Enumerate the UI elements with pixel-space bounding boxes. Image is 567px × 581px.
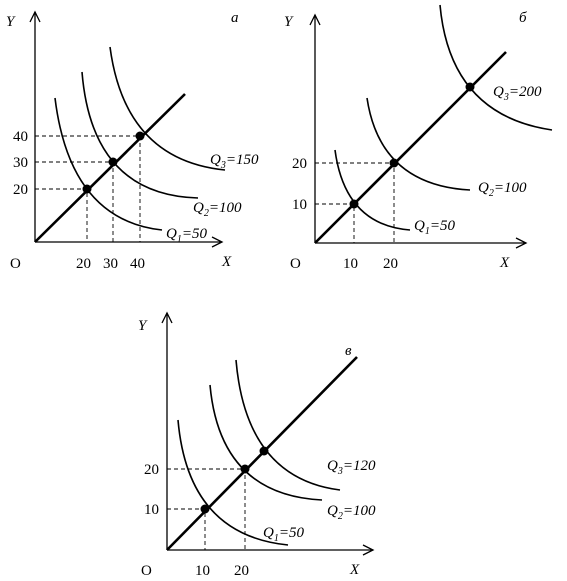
origin-label: O xyxy=(10,256,21,272)
x-tick-label: 20 xyxy=(76,256,91,272)
isoquant-q3 xyxy=(439,4,553,131)
isoquant-q3 xyxy=(109,46,226,171)
equilibrium-point xyxy=(240,464,250,474)
panel-c: в Y X O 10 20 10 20 Q1=50 Q2=100 Q3=120 xyxy=(138,311,376,579)
y-tick-label: 30 xyxy=(13,155,28,171)
equilibrium-point xyxy=(349,199,359,209)
y-axis-label: Y xyxy=(138,318,148,334)
y-axis-arrow xyxy=(309,13,321,26)
equilibrium-point xyxy=(200,504,210,514)
panel-a: а Y X O 20 30 40 20 30 40 Q1=50 Q2=100 Q… xyxy=(6,10,259,272)
panel-letter: в xyxy=(345,343,352,359)
y-tick-label: 10 xyxy=(292,197,307,213)
x-axis-label: X xyxy=(349,562,360,578)
y-tick-label: 20 xyxy=(13,182,28,198)
isoquant-label: Q3=200 xyxy=(493,84,542,103)
x-axis-label: X xyxy=(499,255,510,271)
y-axis-label: Y xyxy=(284,14,294,30)
y-tick-label: 10 xyxy=(144,502,159,518)
x-tick-label: 30 xyxy=(103,256,118,272)
x-tick-label: 40 xyxy=(130,256,145,272)
y-axis-arrow xyxy=(161,311,173,324)
y-axis-arrow xyxy=(29,10,41,23)
panel-b: б Y X O 10 20 10 20 Q1=50 Q2=100 Q3=200 xyxy=(284,4,553,272)
x-tick-label: 20 xyxy=(234,563,249,579)
isoquant-q2 xyxy=(209,384,323,501)
isoquant-label: Q3=150 xyxy=(210,152,259,171)
x-tick-label: 10 xyxy=(195,563,210,579)
panel-letter: б xyxy=(519,10,527,26)
isoquant-q1 xyxy=(177,419,289,546)
y-tick-label: 40 xyxy=(13,129,28,145)
equilibrium-point xyxy=(389,158,399,168)
equilibrium-point xyxy=(108,157,118,167)
x-axis-arrow xyxy=(362,544,375,556)
expansion-path xyxy=(34,93,186,243)
equilibrium-point xyxy=(465,82,475,92)
isoquant-q1 xyxy=(334,149,411,231)
isoquant-label: Q2=100 xyxy=(478,180,527,199)
isoquant-label: Q1=50 xyxy=(263,525,304,544)
x-tick-label: 20 xyxy=(383,256,398,272)
x-axis-label: X xyxy=(221,254,232,270)
y-tick-label: 20 xyxy=(144,462,159,478)
isoquant-label: Q2=100 xyxy=(193,200,242,219)
equilibrium-point xyxy=(82,184,92,194)
isoquant-q3 xyxy=(235,359,341,491)
origin-label: O xyxy=(141,563,152,579)
isoquant-label: Q2=100 xyxy=(327,503,376,522)
y-axis-label: Y xyxy=(6,14,16,30)
x-tick-label: 10 xyxy=(343,256,358,272)
isoquant-q1 xyxy=(54,97,163,231)
isoquant-label: Q1=50 xyxy=(414,218,455,237)
x-axis-arrow xyxy=(515,237,528,249)
origin-label: O xyxy=(290,256,301,272)
equilibrium-point xyxy=(135,131,145,141)
expansion-path xyxy=(314,51,507,244)
isoquant-q2 xyxy=(366,97,471,191)
panel-letter: а xyxy=(231,10,239,26)
y-tick-label: 20 xyxy=(292,156,307,172)
x-axis-arrow xyxy=(211,236,224,248)
equilibrium-point xyxy=(259,446,269,456)
isoquant-label: Q1=50 xyxy=(166,226,207,245)
isoquant-label: Q3=120 xyxy=(327,458,376,477)
